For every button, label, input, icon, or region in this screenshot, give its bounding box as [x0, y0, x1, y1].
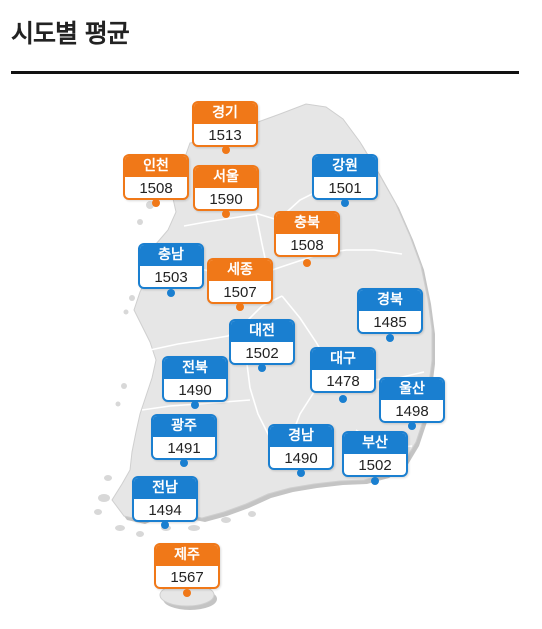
region-value: 1507 [223, 284, 257, 301]
region-name: 세종 [209, 260, 271, 281]
region-name: 경남 [270, 426, 332, 447]
region-marker-seoul [222, 210, 230, 218]
region-label-gyeonggi[interactable]: 경기 1513 [192, 101, 258, 147]
page-title: 시도별 평균 [11, 19, 130, 48]
region-marker-jeju [183, 589, 191, 597]
region-label-jeju[interactable]: 제주 1567 [154, 543, 220, 589]
region-label-incheon[interactable]: 인천 1508 [123, 154, 189, 200]
region-marker-gyeongbuk [386, 334, 394, 342]
title-divider [11, 71, 519, 74]
region-value: 1508 [139, 180, 173, 197]
region-marker-gyeonggi [222, 146, 230, 154]
region-value: 1502 [358, 457, 392, 474]
islands-west [115, 201, 154, 407]
region-label-gwangju[interactable]: 광주 1491 [151, 414, 217, 460]
region-marker-gwangju [180, 459, 188, 467]
region-marker-jeonbuk [191, 401, 199, 409]
region-marker-sejong [236, 303, 244, 311]
region-marker-chungnam [167, 289, 175, 297]
region-marker-jeonnam [161, 521, 169, 529]
region-label-chungnam[interactable]: 충남 1503 [138, 243, 204, 289]
region-marker-ulsan [408, 422, 416, 430]
region-name: 대전 [231, 321, 293, 342]
region-label-sejong[interactable]: 세종 1507 [207, 258, 273, 304]
region-value: 1490 [284, 450, 318, 467]
islands-southwest [94, 475, 256, 537]
region-value: 1498 [395, 403, 429, 420]
region-name: 대구 [312, 349, 374, 370]
region-label-chungbuk[interactable]: 충북 1508 [274, 211, 340, 257]
region-marker-gyeongnam [297, 469, 305, 477]
region-name: 전북 [164, 358, 226, 379]
region-label-ulsan[interactable]: 울산 1498 [379, 377, 445, 423]
region-name: 충남 [140, 245, 202, 266]
region-label-jeonbuk[interactable]: 전북 1490 [162, 356, 228, 402]
region-label-jeonnam[interactable]: 전남 1494 [132, 476, 198, 522]
region-label-gyeongnam[interactable]: 경남 1490 [268, 424, 334, 470]
region-name: 충북 [276, 213, 338, 234]
region-label-daegu[interactable]: 대구 1478 [310, 347, 376, 393]
region-value: 1590 [209, 191, 243, 208]
region-value: 1503 [154, 269, 188, 286]
region-label-busan[interactable]: 부산 1502 [342, 431, 408, 477]
region-marker-daegu [339, 395, 347, 403]
region-value: 1494 [148, 502, 182, 519]
region-marker-daejeon [258, 364, 266, 372]
region-marker-chungbuk [303, 259, 311, 267]
region-marker-gangwon [341, 199, 349, 207]
region-value: 1502 [245, 345, 279, 362]
region-label-gangwon[interactable]: 강원 1501 [312, 154, 378, 200]
region-value: 1478 [326, 373, 360, 390]
region-name: 광주 [153, 416, 215, 437]
region-value: 1485 [373, 314, 407, 331]
region-value: 1501 [328, 180, 362, 197]
region-label-daejeon[interactable]: 대전 1502 [229, 319, 295, 365]
region-marker-incheon [152, 199, 160, 207]
region-value: 1567 [170, 569, 204, 586]
region-label-seoul[interactable]: 서울 1590 [193, 165, 259, 211]
region-name: 전남 [134, 478, 196, 499]
region-name: 인천 [125, 156, 187, 177]
region-name: 서울 [195, 167, 257, 188]
region-value: 1508 [290, 237, 324, 254]
region-name: 제주 [156, 545, 218, 566]
region-name: 울산 [381, 379, 443, 400]
region-name: 경기 [194, 103, 256, 124]
region-name: 경북 [359, 290, 421, 311]
region-marker-busan [371, 477, 379, 485]
region-name: 부산 [344, 433, 406, 454]
region-value: 1491 [167, 440, 201, 457]
region-label-gyeongbuk[interactable]: 경북 1485 [357, 288, 423, 334]
region-value: 1513 [208, 127, 242, 144]
region-name: 강원 [314, 156, 376, 177]
region-value: 1490 [178, 382, 212, 399]
